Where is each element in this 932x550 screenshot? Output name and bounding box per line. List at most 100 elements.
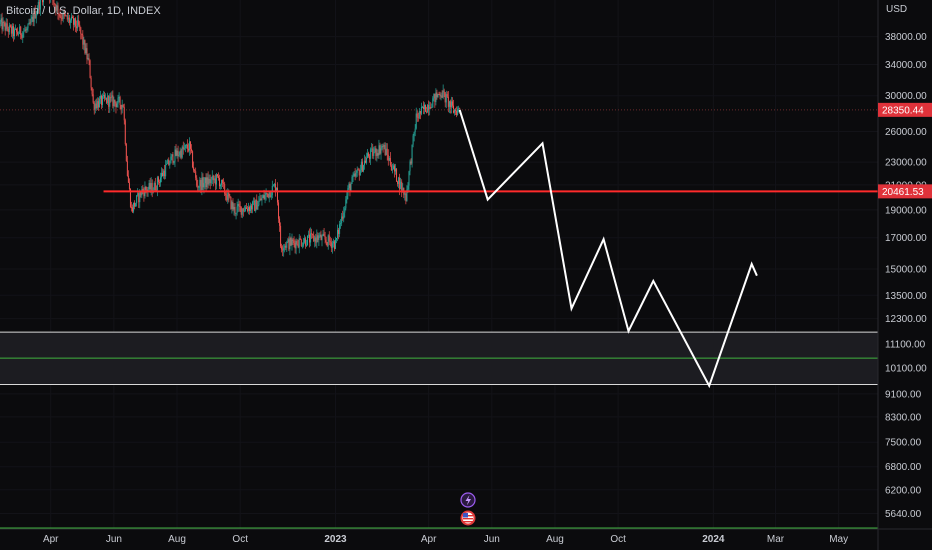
candle-body — [234, 206, 236, 214]
candle-body — [361, 161, 363, 172]
candle-body — [398, 177, 400, 184]
candle-body — [418, 111, 420, 118]
candle-body — [104, 95, 106, 99]
candle-body — [100, 95, 102, 105]
candle-body — [176, 150, 178, 156]
candle-body — [372, 148, 374, 156]
candle-body — [342, 216, 344, 219]
candle-body — [305, 245, 307, 247]
candle-body — [156, 177, 158, 191]
y-tick-label: 26000.00 — [885, 127, 927, 138]
candle-body — [217, 176, 219, 178]
candle-body — [340, 223, 342, 225]
candle-body — [257, 205, 259, 210]
candle-body — [378, 145, 380, 156]
candle-body — [70, 16, 72, 21]
candle-body — [137, 193, 139, 196]
candle-body — [26, 28, 28, 30]
candle-body — [149, 183, 151, 190]
candle-body — [92, 94, 94, 103]
candle-body — [324, 235, 326, 240]
candle-body — [242, 208, 244, 212]
candle-body — [105, 97, 107, 99]
y-tick-label: 6200.00 — [885, 485, 922, 496]
candle-body — [167, 159, 169, 164]
candle-body — [331, 243, 333, 248]
candle-body — [125, 144, 127, 162]
candle-body — [23, 31, 25, 33]
candle-body — [185, 144, 187, 146]
candle-body — [262, 195, 264, 198]
candle-body — [124, 120, 126, 145]
candle-body — [58, 13, 60, 15]
candle-body — [225, 193, 227, 196]
candle-body — [405, 193, 407, 202]
candle-body — [169, 163, 171, 166]
candle-body — [191, 148, 193, 152]
candle-body — [444, 92, 446, 103]
candle-body — [148, 183, 150, 190]
candle-body — [420, 106, 422, 114]
candle-body — [36, 10, 38, 14]
candle-body — [200, 179, 202, 190]
candle-body — [199, 179, 201, 187]
candle-body — [321, 235, 323, 241]
candle-body — [98, 98, 100, 108]
x-tick-label: 2024 — [702, 534, 725, 545]
x-tick-label: Apr — [421, 534, 437, 545]
candle-body — [132, 207, 134, 212]
candle-body — [345, 199, 347, 209]
candle-body — [344, 208, 346, 213]
candle-body — [289, 237, 291, 250]
candle-body — [443, 90, 445, 93]
candle-body — [249, 207, 251, 212]
candle-body — [162, 172, 164, 177]
candle-body — [329, 241, 331, 243]
candle-body — [283, 247, 285, 251]
candle-body — [307, 235, 309, 246]
candle-body — [188, 141, 190, 151]
lightning-icon[interactable] — [460, 492, 476, 508]
candle-body — [220, 184, 222, 187]
candle-body — [445, 94, 447, 103]
candle-body — [187, 148, 189, 151]
x-tick-label: Aug — [546, 534, 564, 545]
candle-body — [438, 93, 440, 95]
candle-body — [392, 165, 394, 170]
candle-body — [208, 178, 210, 185]
candle-body — [287, 239, 289, 242]
candle-body — [367, 153, 369, 158]
candle-body — [86, 48, 88, 60]
candle-body — [375, 148, 377, 156]
candle-body — [387, 154, 389, 161]
candle-body — [115, 102, 117, 108]
candle-body — [65, 15, 67, 17]
candle-body — [304, 238, 306, 246]
us-flag-icon[interactable] — [460, 510, 476, 526]
candle-body — [206, 177, 208, 188]
candle-body — [303, 238, 305, 243]
candle-body — [193, 167, 195, 171]
candle-body — [439, 94, 441, 97]
candle-body — [424, 104, 426, 110]
price-label-text: 28350.44 — [882, 105, 924, 116]
candle-body — [111, 95, 113, 98]
symbol-title[interactable]: Bitcoin / U.S. Dollar, 1D, INDEX — [6, 5, 161, 17]
candle-body — [359, 170, 361, 176]
candle-body — [353, 173, 355, 177]
price-axis[interactable]: 5640.00 6200.00 6800.00 7500.00 8300.00 9100.… — [885, 32, 927, 520]
y-tick-label: 23000.00 — [885, 158, 927, 169]
candle-body — [333, 241, 335, 249]
candle-body — [228, 192, 230, 197]
candle-body — [63, 12, 65, 15]
candle-body — [288, 239, 290, 250]
candle-body — [278, 202, 280, 219]
time-axis[interactable]: Apr Jun Aug Oct 2023 Apr Jun Aug Oct 2024 Mar May — [43, 534, 848, 545]
candle-body — [8, 25, 10, 33]
candle-body — [175, 149, 177, 156]
candle-body — [33, 11, 35, 22]
candle-body — [391, 169, 393, 171]
